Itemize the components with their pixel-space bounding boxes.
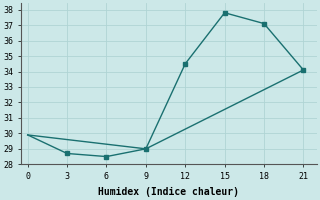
X-axis label: Humidex (Indice chaleur): Humidex (Indice chaleur) — [98, 186, 239, 197]
